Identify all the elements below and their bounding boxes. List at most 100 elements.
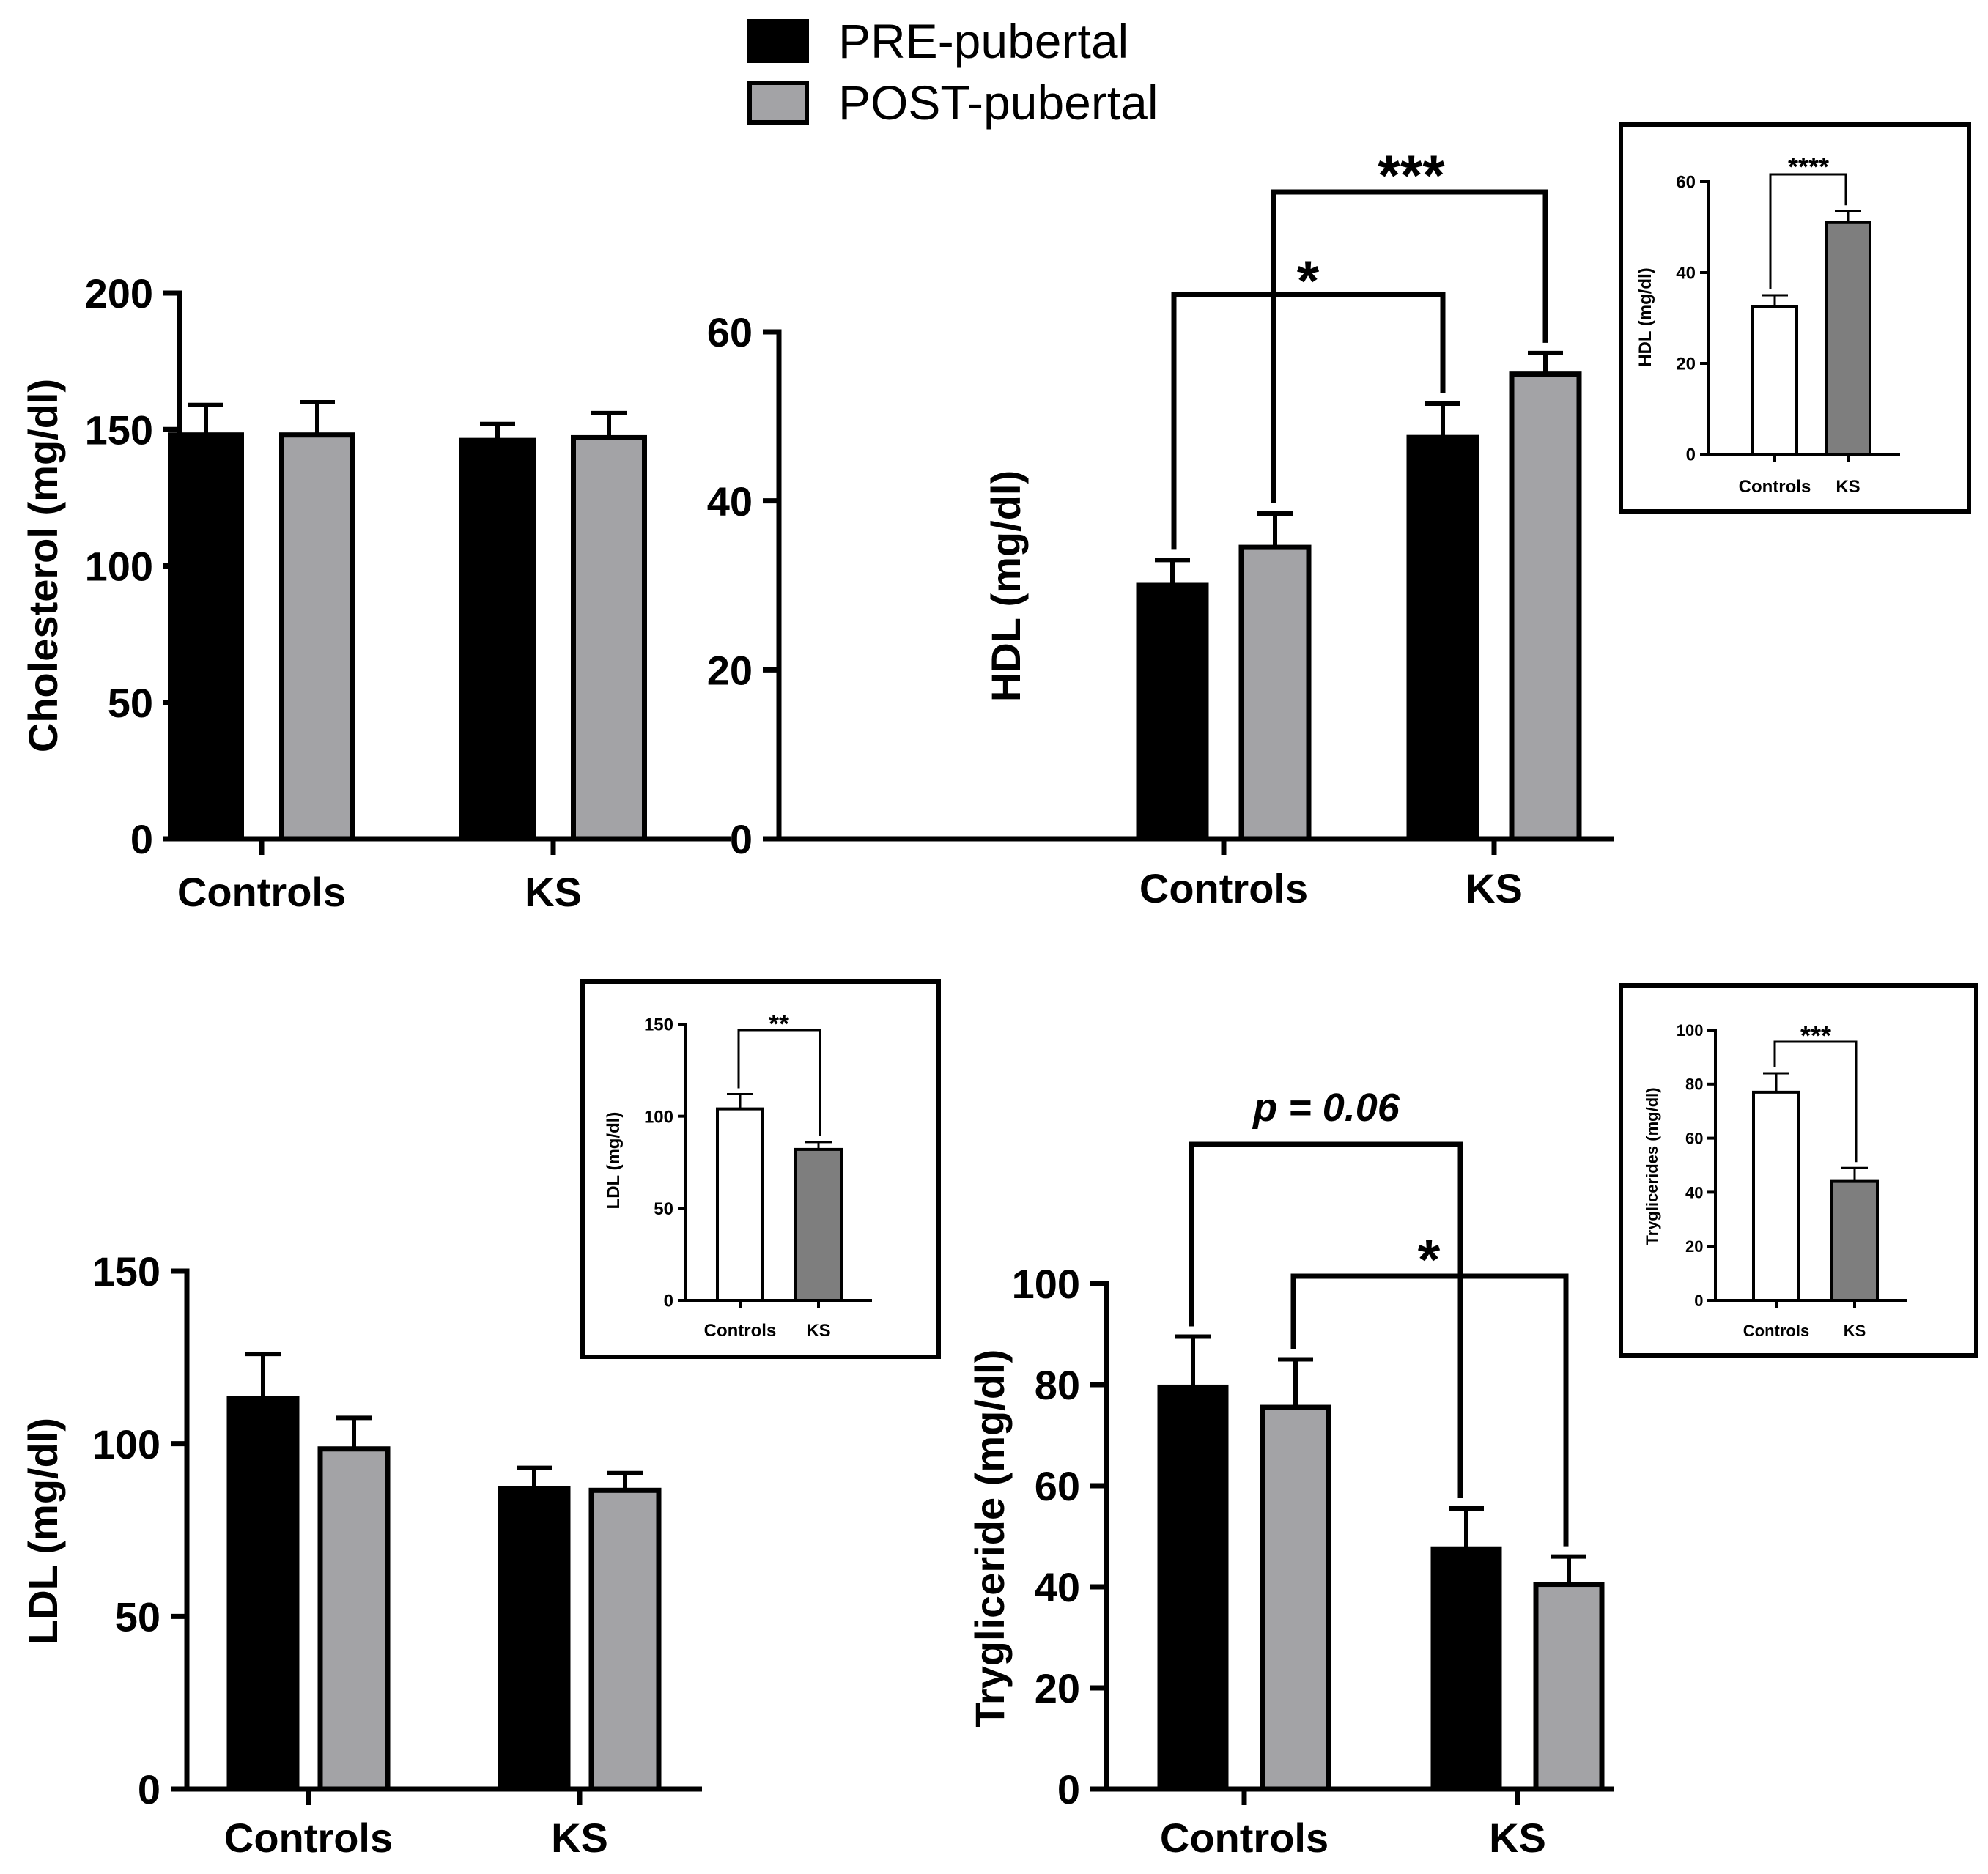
ldl-bar-pre-ks [498, 1486, 571, 1792]
ldl_inset-bar-controls [716, 1107, 764, 1302]
trygliceride_inset-y-tick-label: 40 [1685, 1183, 1703, 1201]
hdl_inset-y-tick-label: 60 [1676, 173, 1696, 193]
trygliceride-y-tick-label: 0 [1057, 1766, 1080, 1812]
trygliceride_inset-x-tick-label: KS [1844, 1322, 1866, 1340]
hdl-bar-post-ks [1509, 371, 1582, 842]
hdl_inset-bar-ks [1825, 221, 1871, 456]
cholesterol-y-tick-label: 200 [85, 270, 153, 316]
ldl_inset-y-tick-label: 0 [664, 1292, 673, 1311]
trygliceride_inset-y-tick-label: 80 [1685, 1075, 1703, 1094]
trygliceride_inset-y-tick-label: 60 [1685, 1130, 1703, 1148]
chart-trygliceride: 0 20 40 60 80 100 Controls KS Trygliceride (mg/d… [967, 1086, 1614, 1861]
hdl_inset-significance-label: **** [1788, 152, 1829, 182]
ldl-bar-pre-controls [226, 1396, 300, 1792]
trygliceride-x-tick-label: Controls [1160, 1815, 1329, 1861]
ldl-x-tick-label: Controls [224, 1815, 393, 1861]
ldl-y-tick-label: 100 [92, 1421, 160, 1467]
ldl_inset-y-tick-label: 50 [654, 1199, 673, 1219]
ldl_inset-y-axis-label: LDL (mg/dl) [604, 1112, 624, 1210]
ldl_inset-bar-ks [794, 1147, 843, 1302]
trygliceride-x-tick-label: KS [1489, 1815, 1546, 1861]
hdl_inset-y-tick-label: 20 [1676, 355, 1696, 374]
cholesterol-bar-pre-controls [168, 432, 244, 842]
trygliceride_inset-y-tick-label: 20 [1685, 1237, 1703, 1256]
inset-trygliceride_inset: 0 20 40 60 80 100 Controls KS Tryglicerides (mg/… [1619, 983, 1978, 1358]
trygliceride_inset-bar-controls [1752, 1090, 1800, 1302]
cholesterol-y-tick-label: 100 [85, 544, 153, 590]
trygliceride-bar-pre-controls [1157, 1384, 1229, 1792]
hdl-y-tick-label: 0 [730, 816, 753, 862]
legend-swatch-pre [747, 19, 809, 63]
hdl-significance-label: *** [1378, 143, 1445, 207]
ldl_inset-x-tick-label: KS [806, 1321, 830, 1341]
inset-ldl_inset: 0 50 100 150 Controls KS LDL (mg/dl) ** [580, 979, 941, 1359]
cholesterol-bar-post-ks [571, 434, 647, 842]
legend-swatch-post [747, 81, 809, 125]
hdl-y-tick-label: 20 [707, 647, 753, 693]
hdl_inset-y-tick-label: 40 [1676, 264, 1696, 284]
hdl-bar-pre-ks [1406, 434, 1479, 842]
trygliceride-significance-label: * [1418, 1227, 1441, 1292]
hdl_inset-x-tick-label: KS [1836, 477, 1860, 497]
hdl-x-tick-label: Controls [1139, 865, 1308, 911]
hdl-bar-post-controls [1238, 544, 1312, 842]
trygliceride-y-tick-label: 100 [1012, 1261, 1080, 1307]
hdl_inset-x-tick-label: Controls [1739, 477, 1811, 497]
cholesterol-bar-pre-ks [459, 437, 536, 842]
ldl-y-tick-label: 0 [138, 1766, 160, 1812]
hdl-y-tick-label: 60 [707, 309, 753, 355]
legend-label-post: POST-pubertal [838, 75, 1159, 130]
trygliceride_inset-significance-bracket [1773, 1040, 1858, 1163]
trygliceride-y-tick-label: 40 [1035, 1564, 1080, 1610]
hdl_inset-bar-controls [1751, 305, 1798, 456]
ldl_inset-y-tick-label: 100 [644, 1107, 673, 1127]
trygliceride-significance-label: p = 0.06 [1252, 1086, 1400, 1130]
trygliceride-y-tick-label: 60 [1035, 1463, 1080, 1509]
trygliceride-bar-post-controls [1260, 1404, 1331, 1792]
chart-ldl: 0 50 100 150 Controls KS LDL (mg/dl) [20, 1248, 702, 1861]
hdl-significance-label: * [1297, 248, 1320, 313]
ldl_inset-significance-label: ** [769, 1009, 789, 1039]
ldl-y-tick-label: 150 [92, 1248, 160, 1295]
ldl_inset-x-tick-label: Controls [704, 1321, 777, 1341]
hdl-bar-pre-controls [1136, 582, 1209, 842]
trygliceride-significance-bracket [1189, 1141, 1463, 1499]
hdl-y-tick-label: 40 [707, 478, 753, 525]
cholesterol-y-tick-label: 0 [130, 816, 153, 862]
ldl-bar-post-controls [317, 1446, 391, 1792]
inset-hdl_inset: 0 20 40 60 Controls KS HDL (mg/dl) **** [1619, 122, 1971, 514]
trygliceride-y-tick-label: 20 [1035, 1665, 1080, 1711]
trygliceride_inset-bar-ks [1830, 1179, 1879, 1303]
trygliceride_inset-significance-label: *** [1800, 1021, 1831, 1051]
legend-item-pre: PRE-pubertal [747, 10, 1159, 72]
hdl_inset-y-axis-label: HDL (mg/dl) [1636, 267, 1655, 367]
legend-item-post: POST-pubertal [747, 72, 1159, 133]
ldl-y-tick-label: 50 [115, 1593, 160, 1640]
trygliceride-y-axis-label: Trygliceride (mg/dl) [967, 1349, 1013, 1728]
cholesterol-bar-post-controls [279, 432, 355, 842]
cholesterol-y-tick-label: 150 [85, 407, 153, 453]
hdl_inset-significance-bracket [1769, 173, 1847, 289]
trygliceride_inset-y-tick-label: 0 [1694, 1292, 1703, 1310]
ldl_inset-significance-bracket [737, 1029, 821, 1136]
trygliceride-bar-pre-ks [1430, 1546, 1502, 1792]
chart-cholesterol: 0 50 100 150 200 Controls KS Cholesterol (mg/dl… [20, 270, 731, 915]
cholesterol-x-tick-label: Controls [177, 869, 346, 915]
trygliceride_inset-x-tick-label: Controls [1743, 1322, 1809, 1340]
trygliceride_inset-y-axis-label: Tryglicerides (mg/dl) [1643, 1087, 1661, 1245]
ldl-x-tick-label: KS [551, 1815, 608, 1861]
ldl-bar-post-ks [588, 1487, 662, 1792]
legend-label-pre: PRE-pubertal [838, 14, 1129, 68]
cholesterol-y-tick-label: 50 [108, 680, 153, 726]
hdl-y-axis-label: HDL (mg/dl) [983, 470, 1029, 702]
hdl-significance-bracket [1271, 189, 1548, 503]
hdl_inset-y-tick-label: 0 [1686, 445, 1696, 465]
ldl_inset-y-tick-label: 150 [644, 1015, 673, 1035]
trygliceride-significance-bracket [1290, 1273, 1569, 1547]
ldl-y-axis-label: LDL (mg/dl) [20, 1418, 66, 1645]
cholesterol-y-axis-label: Cholesterol (mg/dl) [20, 379, 66, 752]
hdl-significance-bracket [1171, 292, 1446, 550]
legend: PRE-pubertal POST-pubertal [747, 10, 1159, 133]
